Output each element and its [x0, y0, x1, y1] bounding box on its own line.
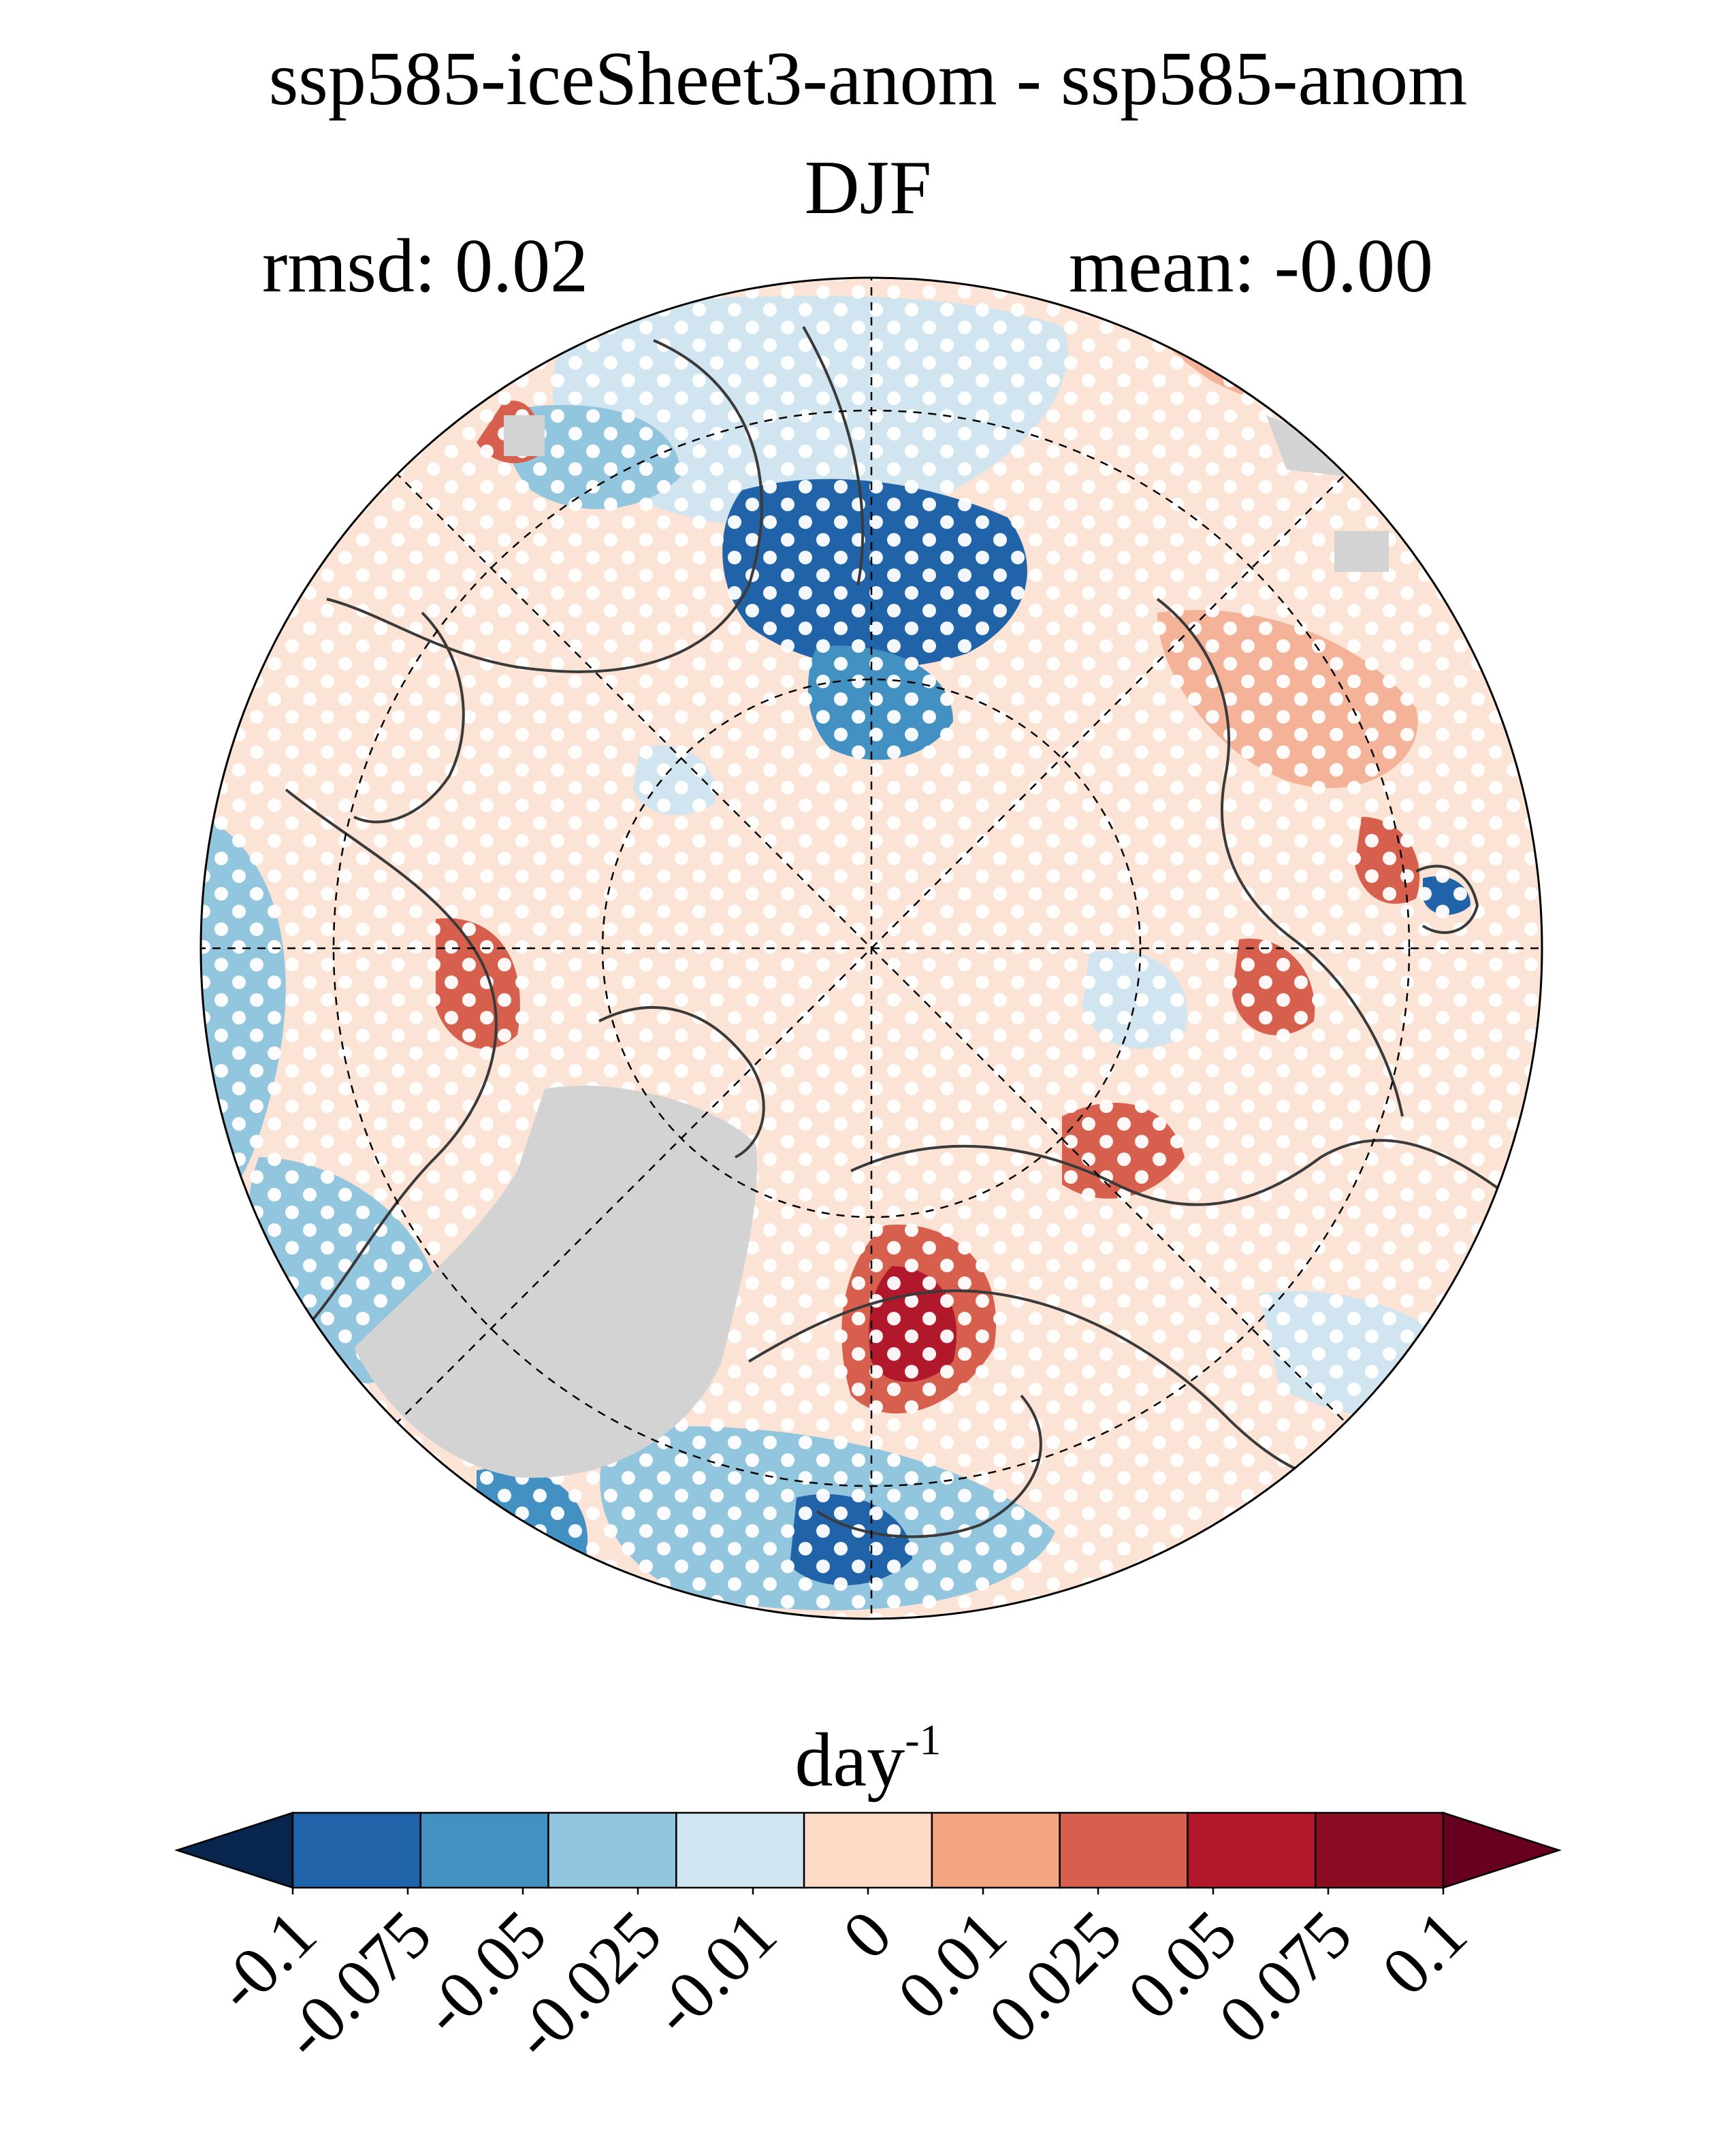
colorbar-tick-label: -0.01 [637, 1896, 791, 2050]
colorbar-tick-label: 0 [829, 1896, 906, 1973]
mean-label: mean: -0.00 [1069, 224, 1433, 308]
colorbar-tick-label: 0.025 [974, 1896, 1136, 2058]
contour-lines [285, 326, 1513, 1538]
colorbar-units-label: day-1 [0, 1718, 1736, 1799]
colorbar-segment [931, 1811, 1061, 1889]
units-base: day [794, 1718, 905, 1803]
map-title: ssp585-iceSheet3-anom - ssp585-anom [268, 37, 1468, 121]
colorbar-extend-min [174, 1811, 294, 1889]
map-boundary [199, 276, 1543, 1620]
colorbar-segment [1059, 1811, 1189, 1889]
rmsd-label: rmsd: 0.02 [262, 224, 589, 308]
colorbar-segment [1314, 1811, 1445, 1889]
map-disc [201, 278, 1542, 1619]
colorbar-segment [419, 1811, 549, 1889]
colorbar-segment [1187, 1811, 1317, 1889]
colorbar-segment [675, 1811, 805, 1889]
units-exponent: -1 [905, 1715, 942, 1764]
season-label: DJF [804, 146, 932, 230]
colorbar-segment [547, 1811, 677, 1889]
colorbar: -0.1-0.075-0.05-0.025-0.01 00.010.0250.05… [174, 1811, 1562, 2073]
colorbar-segment [291, 1811, 422, 1889]
graticule [201, 278, 1542, 1619]
colorbar-tick-label: 0.075 [1204, 1896, 1366, 2058]
colorbar-extend-max [1442, 1811, 1562, 1889]
colorbar-segment [803, 1811, 933, 1889]
colorbar-tick-label: 0.1 [1368, 1896, 1481, 2010]
greenland-mask [354, 415, 1389, 1478]
